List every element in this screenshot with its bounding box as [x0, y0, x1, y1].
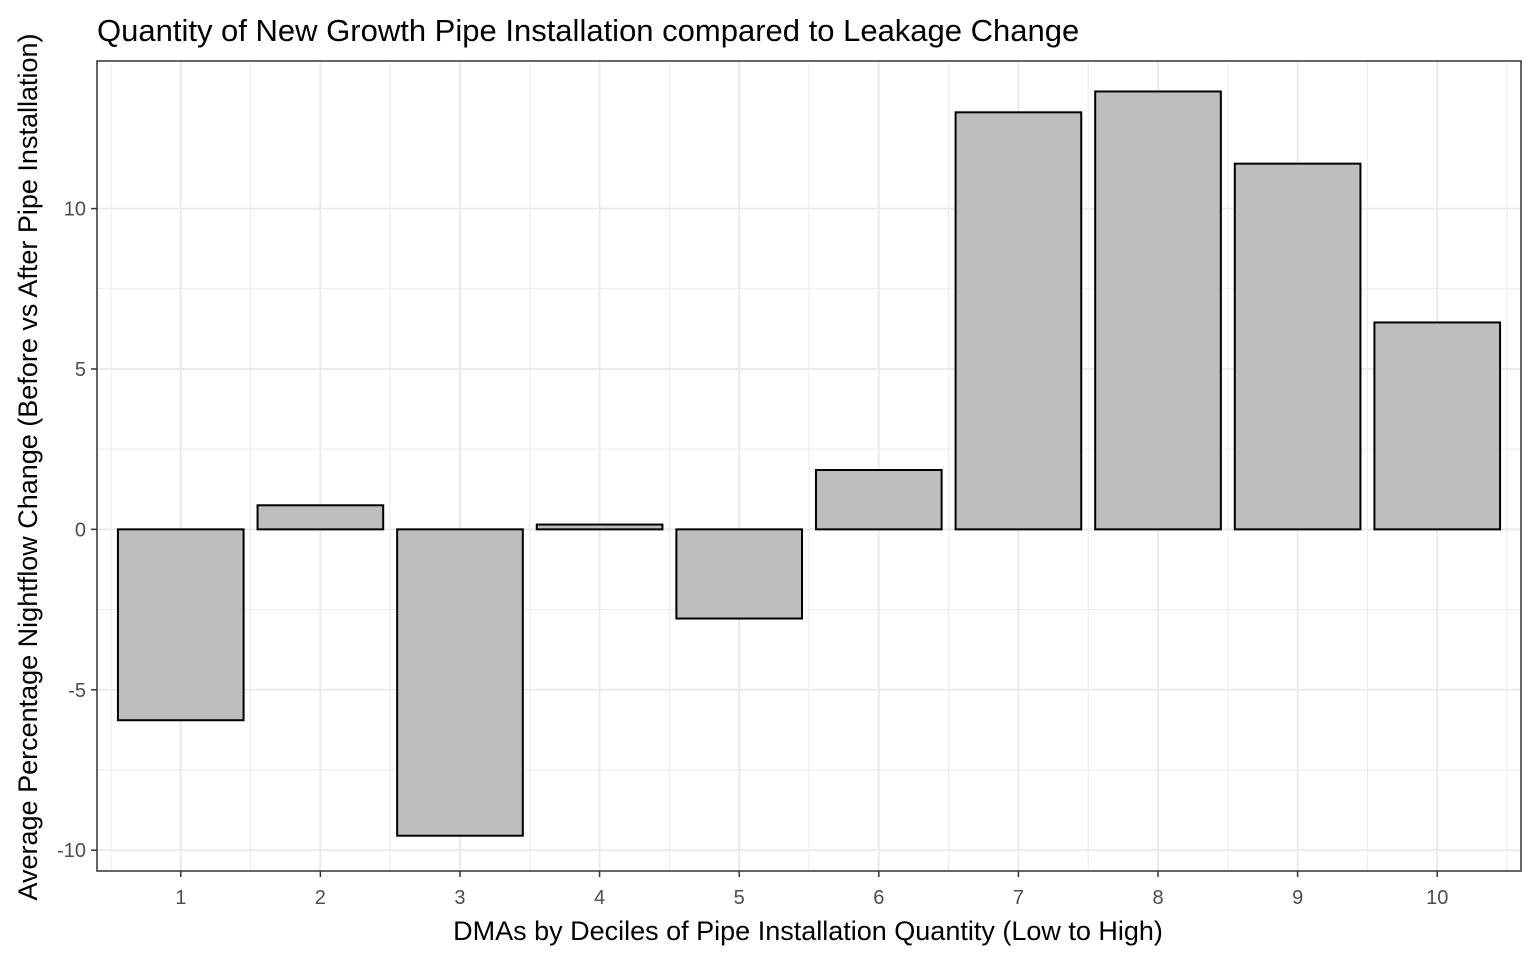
x-tick-label: 4	[594, 887, 605, 909]
x-axis-title: DMAs by Deciles of Pipe Installation Qua…	[453, 916, 1163, 946]
y-tick-label: -10	[57, 840, 86, 862]
y-tick-label: 5	[75, 359, 86, 381]
bar-9	[1233, 162, 1362, 531]
y-axis-title: Average Percentage Nightflow Change (Bef…	[13, 34, 43, 901]
y-tick-label: 0	[75, 519, 86, 541]
bar-8	[1094, 90, 1222, 531]
chart-title: Quantity of New Growth Pipe Installation…	[97, 13, 1079, 48]
bar-1	[116, 528, 245, 722]
bar-7	[954, 111, 1083, 531]
x-tick-label: 3	[454, 887, 465, 909]
bar-4	[535, 523, 664, 531]
x-tick-label: 2	[315, 887, 326, 909]
x-tick-label: 6	[873, 887, 884, 909]
x-tick-label: 5	[734, 887, 745, 909]
bar-2	[256, 504, 385, 531]
x-axis: 1 2 3 4 5 6 7 8 9 10	[175, 871, 1448, 909]
bars	[116, 90, 1502, 837]
y-tick-label: 10	[64, 199, 86, 221]
y-axis: -10 -5 0 5 10	[57, 199, 97, 862]
bar-10	[1373, 321, 1502, 531]
panel-border	[96, 60, 1522, 872]
bar-3	[396, 528, 524, 837]
x-tick-label: 8	[1152, 887, 1163, 909]
bar-6	[814, 469, 943, 531]
x-tick-label: 9	[1292, 887, 1303, 909]
y-tick-label: -5	[68, 680, 86, 702]
x-tick-label: 7	[1013, 887, 1024, 909]
bar-5	[675, 528, 804, 620]
x-tick-label: 1	[175, 887, 186, 909]
x-tick-label: 10	[1426, 887, 1448, 909]
